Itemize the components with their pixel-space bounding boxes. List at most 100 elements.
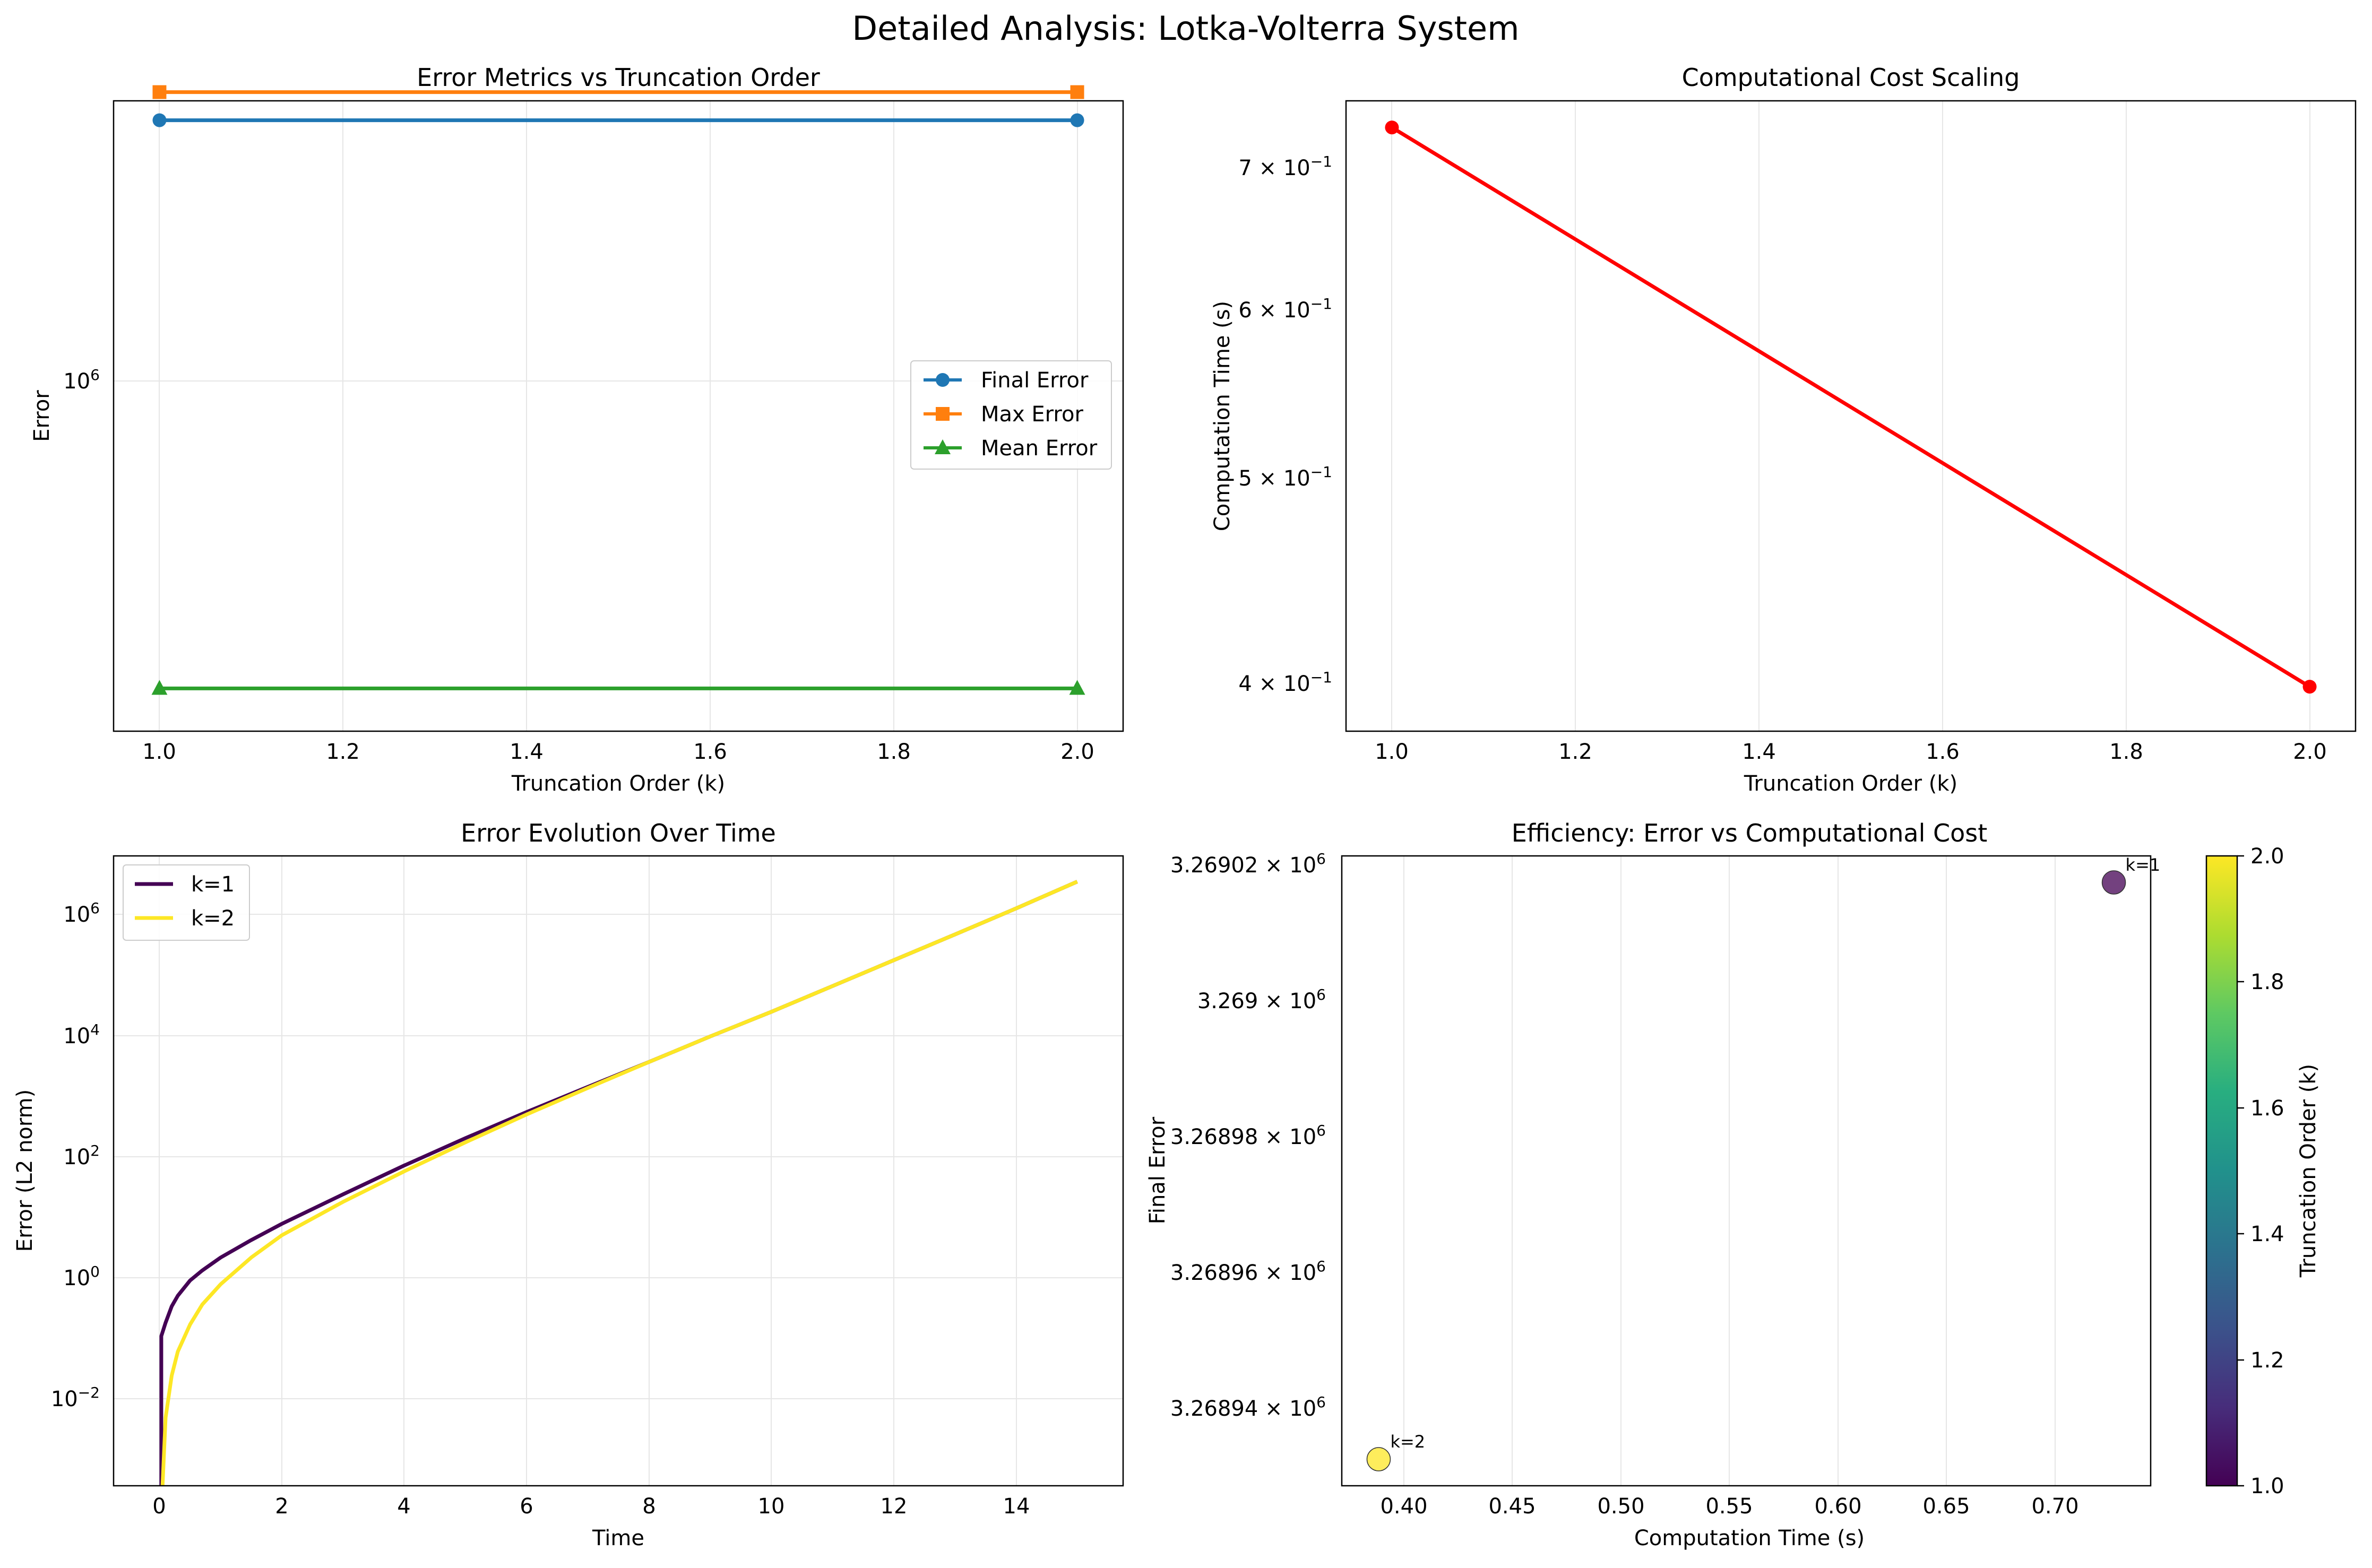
y-tick-label: 5 × 10−1: [1238, 463, 1332, 491]
panel-error-metrics: Error Metrics vs Truncation Order 1.0 1.…: [30, 63, 1124, 796]
y-tick-label: 3.26894 × 106: [1170, 1393, 1326, 1421]
series-line-k2: [160, 880, 1078, 1486]
y-tick-exponent: 6: [90, 899, 100, 917]
panel-efficiency-points: k=1 k=2: [1366, 855, 2161, 1471]
data-point-cost: [1385, 120, 1399, 135]
y-tick-label: 3.26898 × 106: [1170, 1122, 1326, 1149]
legend-label-k1: k=1: [191, 872, 235, 897]
y-tick-label: 10−2: [51, 1384, 100, 1411]
panel-error-evolution-ticks: 0 2 4 6 8 10 12 14 10−2 100 102 104 106: [51, 899, 1030, 1519]
panel-efficiency-title: Efficiency: Error vs Computational Cost: [1512, 819, 1988, 847]
panel-error-metrics-series: [151, 85, 1085, 695]
legend-marker-mean-error: [935, 439, 951, 454]
panel-efficiency: Efficiency: Error vs Computational Cost …: [1145, 819, 2321, 1550]
y-tick-exponent: 6: [1316, 1393, 1326, 1411]
panel-computational-cost-xlabel: Truncation Order (k): [1744, 772, 1957, 796]
x-tick-label: 0.50: [1597, 1494, 1644, 1519]
x-tick-label: 6: [520, 1494, 533, 1519]
y-tick-exponent: 0: [90, 1263, 100, 1280]
y-tick-exponent: 6: [1316, 850, 1326, 868]
panel-error-evolution-ylabel: Error (L2 norm): [13, 1089, 37, 1252]
panel-computational-cost-ticks: 1.0 1.2 1.4 1.6 1.8 2.0 4 × 10−1 5 × 10−…: [1238, 153, 2326, 764]
colorbar-tick-label: 1.6: [2250, 1096, 2284, 1121]
x-tick-label: 0.65: [1922, 1494, 1970, 1519]
x-tick-label: 1.6: [1926, 740, 1960, 764]
panel-computational-cost: Computational Cost Scaling 1.0 1.2 1.4 1…: [1210, 63, 2357, 796]
legend-label-mean-error: Mean Error: [981, 436, 1098, 461]
x-tick-label: 0: [152, 1494, 166, 1519]
y-tick-label: 102: [63, 1142, 100, 1169]
x-tick-label: 0.40: [1380, 1494, 1427, 1519]
x-tick-label: 2: [275, 1494, 288, 1519]
x-tick-label: 0.70: [2031, 1494, 2078, 1519]
panel-efficiency-xlabel: Computation Time (s): [1634, 1526, 1865, 1550]
colorbar-gradient: [2205, 855, 2238, 1487]
panel-error-evolution-legend: k=1 k=2: [123, 864, 250, 941]
x-tick-label: 2.0: [2293, 740, 2327, 764]
y-tick-label: 104: [63, 1021, 100, 1049]
y-tick-exponent: 6: [1316, 1258, 1326, 1275]
y-tick-exponent: 2: [90, 1142, 100, 1159]
x-tick-label: 12: [881, 1494, 908, 1519]
scatter-point-k1: [2101, 870, 2126, 895]
data-point-mean-error: [151, 680, 168, 695]
panel-efficiency-grid: [1403, 856, 2056, 1486]
panel-error-evolution-grid: [114, 856, 1123, 1486]
colorbar: 1.0 1.2 1.4 1.6 1.8 2.0 Truncation Order…: [2205, 844, 2321, 1498]
x-tick-label: 1.8: [877, 740, 911, 764]
panel-computational-cost-grid: [1391, 101, 2310, 731]
colorbar-tick-label: 1.2: [2250, 1348, 2284, 1373]
x-tick-label: 14: [1003, 1494, 1030, 1519]
data-point-final-error: [1070, 113, 1084, 127]
y-tick-exponent: 6: [1316, 986, 1326, 1003]
data-point-final-error: [152, 113, 167, 127]
colorbar-label: Truncation Order (k): [2296, 1064, 2321, 1278]
panel-error-evolution-series: [159, 880, 1078, 1486]
x-tick-label: 4: [397, 1494, 410, 1519]
y-tick-label: 6 × 10−1: [1238, 295, 1332, 323]
data-point-max-error: [1070, 85, 1084, 99]
x-tick-label: 1.4: [510, 740, 544, 764]
x-tick-label: 1.2: [1558, 740, 1592, 764]
x-tick-label: 0.45: [1488, 1494, 1536, 1519]
y-tick-exponent: 6: [90, 366, 100, 384]
legend-label-max-error: Max Error: [981, 402, 1083, 427]
y-tick-exponent: −1: [1310, 463, 1332, 481]
panel-computational-cost-title: Computational Cost Scaling: [1682, 63, 2020, 92]
scatter-label-k2: k=2: [1390, 1432, 1425, 1452]
colorbar-tick-label: 1.4: [2250, 1222, 2284, 1246]
scatter-point-k2: [1366, 1447, 1391, 1471]
panel-error-metrics-title: Error Metrics vs Truncation Order: [417, 63, 820, 92]
x-tick-label: 8: [642, 1494, 655, 1519]
panel-error-metrics-xlabel: Truncation Order (k): [511, 772, 725, 796]
x-tick-label: 0.60: [1814, 1494, 1861, 1519]
y-tick-label: 100: [63, 1263, 100, 1290]
legend-marker-max-error: [936, 407, 950, 421]
panel-error-evolution-xlabel: Time: [592, 1526, 644, 1550]
y-tick-label: 3.26902 × 106: [1170, 850, 1326, 878]
legend-marker-final-error: [936, 373, 950, 387]
colorbar-tick-label: 2.0: [2250, 844, 2284, 869]
x-tick-label: 0.55: [1705, 1494, 1753, 1519]
panel-error-evolution: Error Evolution Over Time 0 2 4 6 8 10 1…: [13, 819, 1124, 1550]
x-tick-label: 10: [758, 1494, 785, 1519]
y-tick-exponent: 4: [90, 1021, 100, 1038]
scatter-label-k1: k=1: [2126, 855, 2161, 875]
y-tick-exponent: −1: [1310, 153, 1332, 170]
y-tick-label: 7 × 10−1: [1238, 153, 1332, 180]
panel-computational-cost-ylabel: Computation Time (s): [1210, 301, 1235, 531]
y-tick-exponent: −2: [78, 1384, 100, 1401]
x-tick-label: 2.0: [1060, 740, 1094, 764]
data-point-max-error: [152, 85, 167, 99]
y-tick-label: 106: [63, 899, 100, 927]
panel-error-metrics-ticks: 1.0 1.2 1.4 1.6 1.8 2.0 106: [63, 366, 1094, 764]
y-tick-exponent: −1: [1310, 669, 1332, 686]
y-tick-label: 3.26896 × 106: [1170, 1258, 1326, 1285]
series-line-k1: [159, 880, 1078, 1486]
y-tick-exponent: 6: [1316, 1122, 1326, 1139]
colorbar-tick-label: 1.8: [2250, 970, 2284, 994]
legend-label-k2: k=2: [191, 906, 235, 931]
panel-error-metrics-ylabel: Error: [30, 390, 54, 442]
legend-label-final-error: Final Error: [981, 368, 1089, 393]
